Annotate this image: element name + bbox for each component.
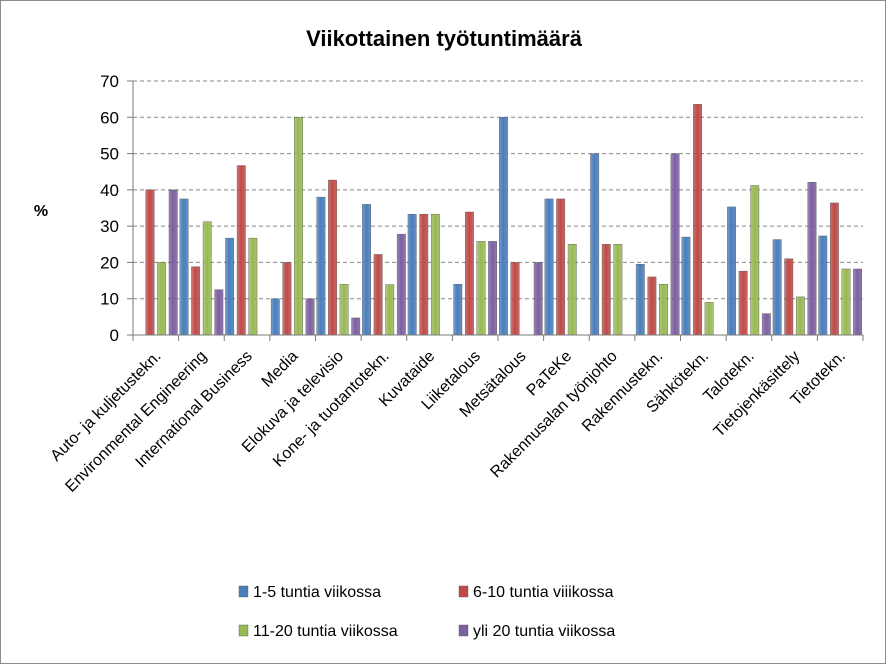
axes [127, 80, 864, 341]
bars [145, 104, 862, 336]
legend-swatch [458, 585, 469, 598]
bar-3-11 [613, 244, 623, 336]
bar-4-2 [214, 289, 224, 336]
y-axis-label: % [34, 203, 48, 220]
bar-2-1 [145, 189, 155, 336]
bar-3-12 [659, 284, 668, 336]
chart-title: Viikottainen työtuntimäärä [306, 26, 583, 51]
bar-4-6 [396, 233, 406, 336]
y-tick-label: 20 [100, 253, 119, 272]
bar-3-10 [567, 244, 577, 336]
bar-3-5 [339, 284, 349, 336]
bar-2-9 [510, 262, 520, 336]
bar-1-6 [362, 204, 371, 336]
legend: 1-5 tuntia viikossa 6-10 tuntia viiikossa… [238, 584, 615, 640]
bar-2-7 [419, 213, 429, 336]
legend-swatch [238, 624, 249, 637]
bar-2-11 [601, 244, 611, 336]
category-labels: Auto- ja kuljetustekn.Environmental Engi… [48, 348, 849, 496]
bar-2-14 [738, 270, 748, 336]
bar-1-2 [179, 198, 189, 336]
bar-2-5 [328, 179, 337, 336]
bar-1-15 [772, 239, 782, 336]
y-tick-label: 30 [100, 217, 119, 236]
y-tick-label: 10 [100, 290, 119, 309]
bar-1-5 [316, 196, 326, 336]
legend-swatch [458, 624, 469, 637]
bar-2-12 [647, 276, 657, 336]
y-tick-label: 50 [100, 145, 119, 164]
bar-3-15 [795, 296, 805, 336]
bar-4-16 [853, 268, 862, 336]
bar-4-12 [670, 153, 680, 336]
bar-3-4 [294, 117, 303, 336]
category-label: Rakennustekn. [579, 348, 666, 435]
bar-3-6 [385, 284, 395, 336]
legend-swatch [238, 585, 249, 598]
bar-3-13 [704, 302, 714, 336]
y-tick-label: 60 [100, 108, 119, 127]
bar-2-8 [464, 211, 474, 336]
bar-3-16 [841, 268, 851, 336]
bar-4-5 [351, 317, 361, 336]
bar-4-15 [807, 182, 817, 336]
bar-4-8 [488, 241, 497, 336]
y-tick-labels: 0 10 20 30 40 50 60 70 [100, 72, 119, 345]
bar-3-14 [750, 185, 760, 336]
bar-3-1 [157, 262, 167, 336]
bar-1-9 [499, 117, 508, 336]
bar-1-8 [453, 284, 463, 336]
y-tick-label: 40 [100, 181, 119, 200]
bar-3-2 [202, 221, 212, 336]
bar-2-2 [191, 266, 201, 336]
category-label: Media [259, 348, 302, 391]
bar-2-10 [556, 198, 566, 336]
bar-2-4 [282, 262, 292, 336]
bar-1-11 [590, 153, 600, 336]
bar-4-14 [761, 313, 771, 336]
bar-2-3 [236, 165, 246, 336]
bar-1-16 [818, 235, 828, 336]
y-tick-label: 70 [100, 72, 119, 91]
bar-1-12 [635, 264, 645, 336]
bar-3-8 [476, 241, 486, 336]
bar-1-14 [727, 206, 736, 336]
bar-2-16 [829, 202, 839, 336]
legend-label: 11-20 tuntia viikossa [253, 623, 398, 640]
bar-2-15 [784, 258, 794, 336]
bar-1-13 [681, 236, 691, 336]
bar-1-3 [225, 237, 235, 336]
bar-1-7 [407, 213, 417, 336]
bar-2-13 [693, 104, 702, 336]
y-tick-label: 0 [110, 326, 119, 345]
legend-label: 1-5 tuntia viikossa [253, 584, 381, 601]
legend-label: yli 20 tuntia viikossa [473, 623, 615, 640]
bar-1-10 [544, 198, 554, 336]
legend-label: 6-10 tuntia viiikossa [473, 584, 614, 601]
bar-4-4 [305, 298, 315, 336]
bar-3-3 [248, 237, 258, 336]
bar-2-6 [373, 254, 383, 336]
bar-1-4 [270, 298, 280, 336]
bar-4-1 [168, 189, 178, 336]
bar-4-9 [533, 262, 543, 336]
bar-3-7 [430, 213, 440, 336]
